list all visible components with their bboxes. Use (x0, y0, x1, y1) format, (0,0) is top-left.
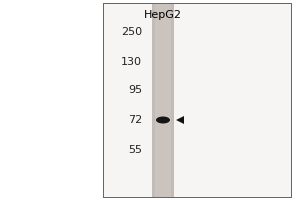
Text: 95: 95 (128, 85, 142, 95)
Text: 130: 130 (121, 57, 142, 67)
Text: 55: 55 (128, 145, 142, 155)
Text: 72: 72 (128, 115, 142, 125)
Bar (152, 3, 174, 197)
Text: HepG2: HepG2 (144, 10, 182, 20)
Bar (152, 3, 155, 197)
Text: 250: 250 (121, 27, 142, 37)
Bar (103, 3, 291, 197)
Polygon shape (176, 116, 184, 124)
Bar (103, 3, 291, 197)
Ellipse shape (156, 116, 170, 123)
Bar (171, 3, 174, 197)
